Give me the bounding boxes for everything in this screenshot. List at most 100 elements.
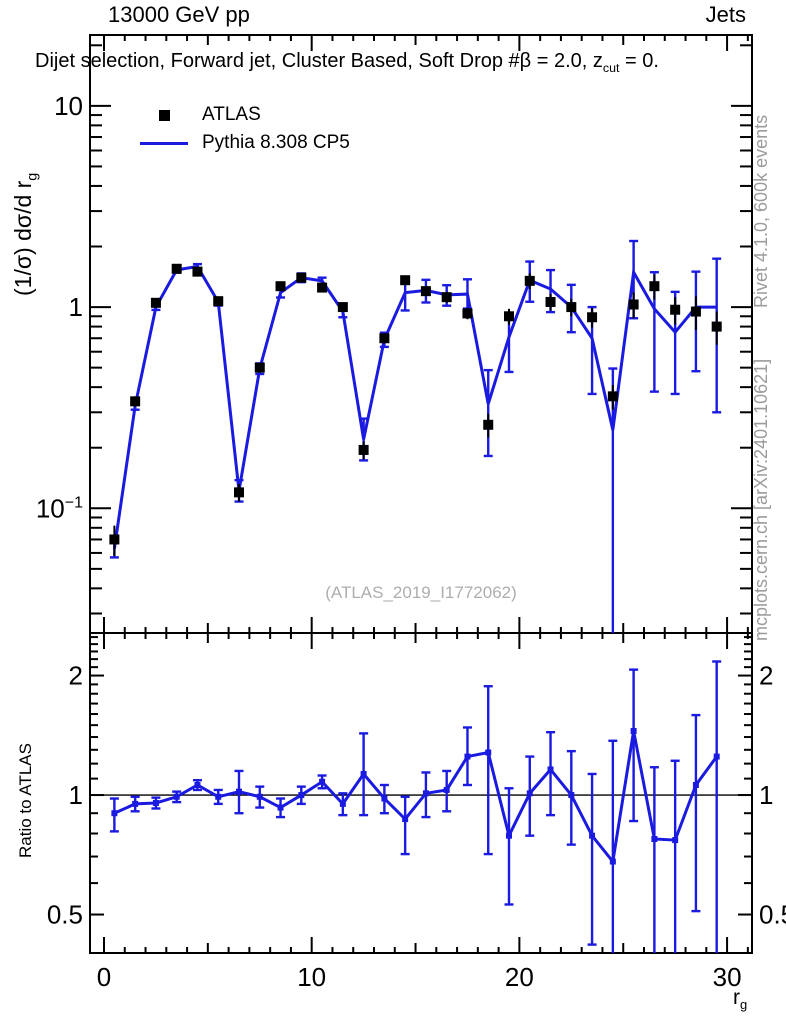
svg-text:0.5: 0.5 bbox=[47, 900, 83, 930]
rivet-version-text: Rivet 4.1.0, 600k events bbox=[751, 114, 771, 308]
ratio-data-point bbox=[422, 790, 429, 797]
svg-text:30: 30 bbox=[713, 962, 742, 992]
ratio-data-point bbox=[381, 795, 388, 802]
svg-text:10−1: 10−1 bbox=[36, 493, 83, 523]
svg-text:0: 0 bbox=[97, 962, 111, 992]
atlas-data-point bbox=[130, 396, 141, 407]
ratio-data-point bbox=[173, 793, 180, 800]
atlas-data-point bbox=[649, 281, 660, 292]
atlas-data-point bbox=[711, 321, 722, 332]
svg-text:1: 1 bbox=[69, 292, 83, 322]
atlas-data-point bbox=[545, 296, 556, 307]
ratio-data-point bbox=[651, 835, 658, 842]
ratio-data-point bbox=[609, 858, 616, 865]
svg-text:0.5: 0.5 bbox=[759, 900, 786, 930]
ratio-data-point bbox=[132, 800, 139, 807]
atlas-data-point bbox=[213, 296, 224, 307]
ratio-data-point bbox=[235, 788, 242, 795]
ratio-data-point bbox=[526, 790, 533, 797]
svg-text:20: 20 bbox=[505, 962, 534, 992]
legend-label-atlas: ATLAS bbox=[202, 104, 261, 125]
svg-text:1: 1 bbox=[69, 780, 83, 810]
atlas-data-point bbox=[587, 312, 598, 323]
axis-ticks bbox=[90, 35, 752, 953]
blue-line-marker-icon bbox=[138, 141, 190, 145]
ratio-data-point bbox=[298, 792, 305, 799]
atlas-data-point bbox=[400, 275, 411, 286]
ratio-data-point bbox=[672, 837, 679, 844]
ratio-series bbox=[109, 660, 722, 953]
atlas-data-point bbox=[420, 286, 431, 297]
atlas-data-point bbox=[483, 419, 494, 430]
svg-text:1: 1 bbox=[759, 780, 773, 810]
ratio-data-point bbox=[215, 793, 222, 800]
ratio-data-point bbox=[485, 749, 492, 756]
ratio-data-point bbox=[568, 792, 575, 799]
atlas-data-point bbox=[296, 272, 307, 283]
ratio-data-point bbox=[713, 753, 720, 760]
legend-label-pythia: Pythia 8.308 CP5 bbox=[202, 132, 350, 153]
atlas-data-point bbox=[171, 263, 182, 274]
mcplots-reference-text: mcplots.cern.ch [arXiv:2401.10621] bbox=[751, 358, 771, 641]
plot-title-tail: = 0. bbox=[619, 50, 659, 72]
header-beam-energy: 13000 GeV pp bbox=[108, 2, 250, 27]
atlas-data-point bbox=[254, 362, 265, 373]
ratio-data-point bbox=[630, 727, 637, 734]
atlas-data-point bbox=[441, 292, 452, 303]
ratio-y-axis-title: Ratio to ATLAS bbox=[16, 743, 35, 858]
atlas-data-point bbox=[628, 299, 639, 310]
atlas-data-point bbox=[670, 304, 681, 315]
ratio-data-point bbox=[464, 753, 471, 760]
svg-text:2: 2 bbox=[759, 661, 773, 691]
svg-text:10: 10 bbox=[54, 91, 83, 121]
atlas-data-point bbox=[150, 297, 161, 308]
atlas-data-point bbox=[317, 282, 328, 293]
legend: ATLAS Pythia 8.308 CP5 bbox=[138, 101, 350, 157]
ratio-data-point bbox=[402, 816, 409, 823]
ratio-data-point bbox=[194, 781, 201, 788]
ratio-data-point bbox=[360, 770, 367, 777]
svg-text:2: 2 bbox=[69, 661, 83, 691]
atlas-data-point bbox=[607, 391, 618, 402]
ratio-data-point bbox=[589, 832, 596, 839]
atlas-data-point bbox=[358, 444, 369, 455]
ratio-data-point bbox=[111, 810, 118, 817]
atlas-data-point bbox=[109, 534, 120, 545]
x-axis-title: rg bbox=[733, 986, 748, 1013]
plot-frames bbox=[89, 34, 753, 954]
atlas-data-point bbox=[524, 275, 535, 286]
header-analysis-type: Jets bbox=[705, 2, 746, 27]
atlas-data-point bbox=[462, 308, 473, 319]
black-square-marker-icon bbox=[138, 109, 190, 121]
atlas-data-point bbox=[379, 333, 390, 344]
atlas-data-point bbox=[233, 487, 244, 498]
atlas-data-point bbox=[192, 266, 203, 277]
ratio-data-point bbox=[547, 766, 554, 773]
ratio-data-point bbox=[152, 799, 159, 806]
analysis-watermark: (ATLAS_2019_I1772062) bbox=[325, 583, 517, 602]
legend-item-pythia: Pythia 8.308 CP5 bbox=[138, 129, 350, 157]
ratio-data-point bbox=[505, 832, 512, 839]
ratio-data-point bbox=[277, 804, 284, 811]
atlas-data-point bbox=[503, 311, 514, 322]
legend-item-atlas: ATLAS bbox=[138, 101, 350, 129]
main-y-axis-title: (1/σ) dσ/d rg bbox=[10, 172, 41, 296]
ratio-data-point bbox=[319, 778, 326, 785]
plot-title-sub: cut bbox=[602, 61, 620, 75]
ratio-data-point bbox=[256, 793, 263, 800]
plot-title: Dijet selection, Forward jet, Cluster Ba… bbox=[35, 50, 659, 75]
atlas-data-point bbox=[275, 281, 286, 292]
atlas-data-point bbox=[337, 302, 348, 313]
pythia-series-main bbox=[109, 239, 722, 633]
atlas-series-main bbox=[109, 263, 722, 556]
axis-tick-labels: 0 10 20 30 10 1 10−1 2 2 1 1 0.5 0.5 bbox=[36, 91, 786, 992]
svg-text:10: 10 bbox=[297, 962, 326, 992]
plot-title-main: Dijet selection, Forward jet, Cluster Ba… bbox=[35, 50, 603, 72]
ratio-data-point bbox=[339, 800, 346, 807]
atlas-data-point bbox=[690, 306, 701, 317]
atlas-data-point bbox=[566, 302, 577, 313]
ratio-data-point bbox=[443, 786, 450, 793]
ratio-data-point bbox=[692, 781, 699, 788]
